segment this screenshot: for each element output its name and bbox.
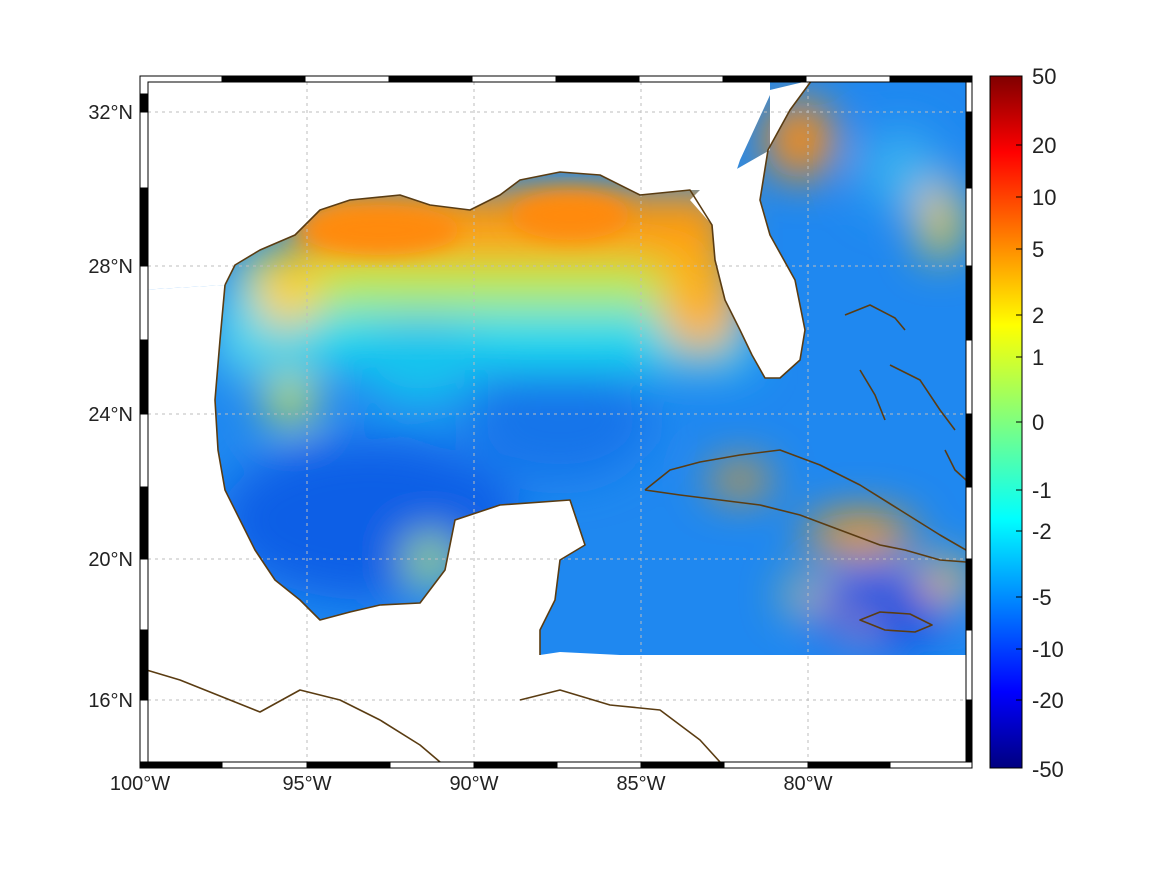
coast-us-gulf <box>224 82 812 379</box>
frame-seg <box>306 761 391 769</box>
frame-seg <box>965 558 973 631</box>
frame-seg <box>807 761 891 769</box>
colorbar-label: -2 <box>1032 519 1052 544</box>
frame-seg <box>555 75 640 83</box>
lat-label-20n: 20°N <box>88 549 133 571</box>
land-caribbean-blank <box>600 655 966 762</box>
colorbar-label: 5 <box>1032 237 1044 262</box>
frame-seg <box>139 761 223 769</box>
frame-seg <box>965 265 973 341</box>
frame-seg <box>965 699 973 763</box>
coast-jamaica <box>859 611 933 633</box>
frame-seg <box>640 761 725 769</box>
field-blob <box>470 360 650 480</box>
colorbar-label: 20 <box>1032 133 1056 158</box>
frame-seg <box>139 93 149 113</box>
field-blob <box>215 280 265 380</box>
frame-seg <box>139 486 149 560</box>
coast-cuba <box>644 449 966 563</box>
field-blob <box>360 315 480 405</box>
frame-seg <box>221 75 306 83</box>
lon-label-100w: 100°W <box>110 773 170 795</box>
lon-label-95w: 95°W <box>282 773 331 795</box>
field-blob <box>240 255 720 310</box>
lat-label-28n: 28°N <box>88 256 133 278</box>
frame-seg <box>473 761 558 769</box>
lon-label-90w: 90°W <box>449 773 498 795</box>
lat-label-32n: 32°N <box>88 102 133 124</box>
frame-seg <box>139 629 149 701</box>
map-frame <box>139 75 973 769</box>
coast-mexico <box>214 284 586 655</box>
colorbar-ticks <box>1016 144 1022 701</box>
colorbar-label: 1 <box>1032 345 1044 370</box>
colorbar-label: -20 <box>1032 688 1064 713</box>
colorbar-label: -1 <box>1032 478 1052 503</box>
colorbar-label: 10 <box>1032 185 1056 210</box>
lat-label-24n: 24°N <box>88 404 133 426</box>
land-mask <box>148 82 966 762</box>
frame-seg <box>965 413 973 488</box>
colorbar-label: -50 <box>1032 757 1064 782</box>
lon-label-85w: 85°W <box>616 773 665 795</box>
frame-seg <box>139 187 149 267</box>
frame-seg <box>965 111 973 189</box>
coast-hispaniola <box>944 449 966 481</box>
field-blob <box>300 205 460 255</box>
lat-label-16n: 16°N <box>88 690 133 712</box>
field-blob <box>848 617 872 633</box>
colorbar-label: 2 <box>1032 303 1044 328</box>
colorbar-label: -5 <box>1032 585 1052 610</box>
field-blob <box>860 130 940 210</box>
colorbar-label: 50 <box>1032 64 1056 89</box>
lat-tick-labels: 32°N 28°N 24°N 20°N 16°N <box>88 102 133 712</box>
field-blob <box>265 375 315 425</box>
field-blob <box>250 250 320 330</box>
frame-seg <box>388 75 473 83</box>
field-blob <box>920 180 960 260</box>
field-blob <box>510 190 630 240</box>
colorbar: 50 20 10 5 2 1 0 -1 -2 -5 -10 -20 -50 <box>989 64 1064 782</box>
coast-honduras <box>519 689 721 762</box>
lon-label-80w: 80°W <box>783 773 832 795</box>
coast-central-america <box>148 669 441 762</box>
frame-seg <box>722 75 807 83</box>
field-blob <box>805 513 915 557</box>
lon-tick-labels: 100°W 95°W 90°W 85°W 80°W <box>110 773 833 795</box>
field-blob <box>785 581 825 609</box>
land-north-america <box>148 82 770 290</box>
coast-bahamas <box>844 304 956 431</box>
graticule <box>148 82 966 762</box>
field-blob <box>920 560 966 600</box>
colorbar-label: -10 <box>1032 637 1064 662</box>
land-florida <box>690 82 811 378</box>
field-blob <box>810 570 950 650</box>
frame-seg <box>139 339 149 415</box>
coastlines <box>148 82 966 762</box>
land-mexico <box>148 285 966 762</box>
frame-seg <box>889 75 973 83</box>
field-blob <box>710 464 770 496</box>
colorbar-label: 0 <box>1032 410 1044 435</box>
